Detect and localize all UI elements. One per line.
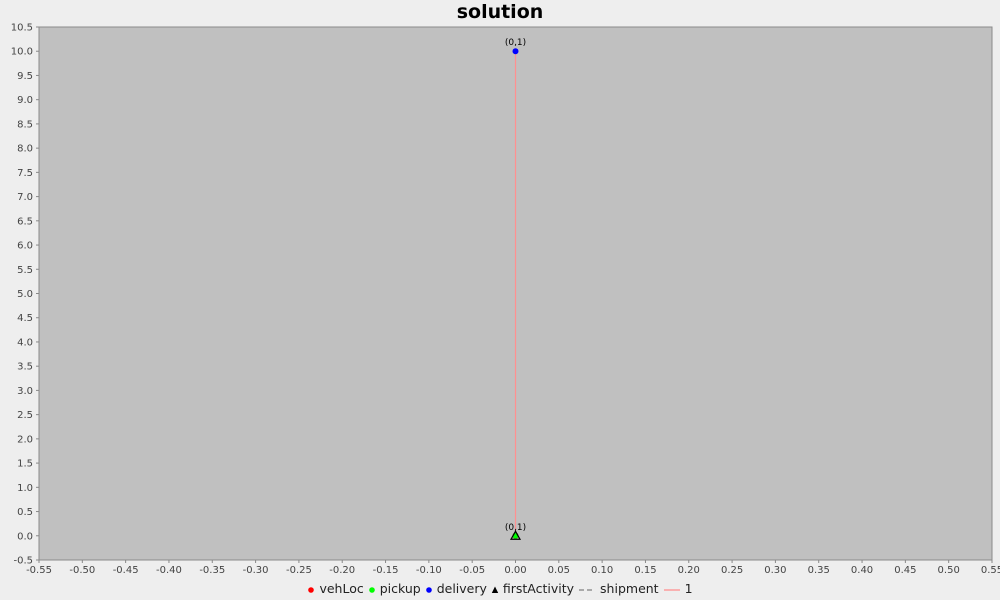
chart-title: solution [456,1,544,23]
point-firstActivity [509,530,522,540]
legend-marker-circle [308,586,315,593]
y-tick-label: 5.0 [17,289,33,300]
y-tick-label: 6.5 [17,216,33,227]
legend-marker-triangle [491,586,499,593]
legend-item-1: 1 [663,581,693,596]
legend-marker-dashed-line [579,588,596,591]
y-tick-label: 8.0 [17,144,33,155]
y-tick-label: 6.0 [17,241,33,252]
legend-marker-circle [425,586,432,593]
legend-item-pickup: pickup [368,581,421,596]
y-tick-label: 4.5 [17,313,33,324]
point-label: (0,1) [505,38,526,48]
y-tick-label: 0.5 [17,507,33,518]
x-tick-label: -0.25 [286,565,312,576]
y-tick-label: 2.0 [17,434,33,445]
x-tick-label: -0.30 [243,565,269,576]
y-tick-label: 7.5 [17,168,33,179]
x-tick-label: 0.00 [504,565,526,576]
x-tick-label: 0.05 [548,565,570,576]
legend-label: firstActivity [502,581,575,596]
x-tick-label: 0.50 [938,565,960,576]
series-layer: (0,1) (0,1) [505,38,526,540]
legend-label: shipment [600,581,659,596]
x-tick-label: 0.55 [981,565,1000,576]
legend-label: pickup [379,581,421,596]
legend-item-delivery: delivery [425,581,487,596]
legend-label: vehLoc [319,581,364,596]
x-tick-label: 0.30 [764,565,786,576]
x-tick-label: -0.15 [373,565,399,576]
chart-area: -0.5 0.0 0.5 1.0 1.5 2.0 2.5 3.0 3.5 4.0 4.5 5.0 5.5… [11,23,1000,577]
y-tick-label: 1.0 [17,483,33,494]
legend-item-vehLoc: vehLoc [307,581,364,596]
y-tick-label: 9.0 [17,95,33,106]
x-tick-label: 0.40 [851,565,873,576]
y-tick-label: 10.5 [11,23,33,34]
legend-label: delivery [436,581,487,596]
x-tick-label: -0.10 [416,565,442,576]
x-tick-label: -0.45 [113,565,139,576]
legend-marker-solid-line [663,588,680,591]
x-tick-label: 0.15 [634,565,656,576]
x-tick-label: 0.45 [894,565,916,576]
x-tick-label: 0.25 [721,565,743,576]
x-tick-label: 0.10 [591,565,613,576]
y-tick-label: 3.5 [17,362,33,373]
y-tick-label: 10.0 [11,47,33,58]
x-tick-label: -0.35 [199,565,225,576]
x-tick-label: 0.20 [678,565,700,576]
y-tick-label: 3.0 [17,386,33,397]
y-tick-label: 0.0 [17,531,33,542]
y-tick-label: 8.5 [17,119,33,130]
y-tick-label: 4.0 [17,337,33,348]
y-tick-label: 1.5 [17,459,33,470]
point-delivery [512,48,519,55]
y-tick-label: -0.5 [13,556,33,567]
axes-layer: -0.5 0.0 0.5 1.0 1.5 2.0 2.5 3.0 3.5 4.0 4.5 5.0 5.5… [11,23,1000,577]
y-tick-label: 2.5 [17,410,33,421]
x-tick-label: -0.05 [459,565,485,576]
legend-label: 1 [684,581,693,596]
legend: vehLoc pickup delivery firstActivity shi… [0,581,1000,596]
legend-item-shipment: shipment [578,581,659,596]
point-label: (0,1) [505,523,526,533]
x-tick-label: -0.50 [69,565,95,576]
y-tick-label: 9.5 [17,71,33,82]
x-tick-label: -0.20 [329,565,355,576]
x-tick-label: -0.40 [156,565,182,576]
legend-item-firstActivity: firstActivity [491,581,574,596]
y-tick-label: 5.5 [17,265,33,276]
x-tick-label: 0.35 [808,565,830,576]
y-tick-label: 7.0 [17,192,33,203]
legend-marker-circle [368,586,375,593]
x-tick-label: -0.55 [26,565,52,576]
